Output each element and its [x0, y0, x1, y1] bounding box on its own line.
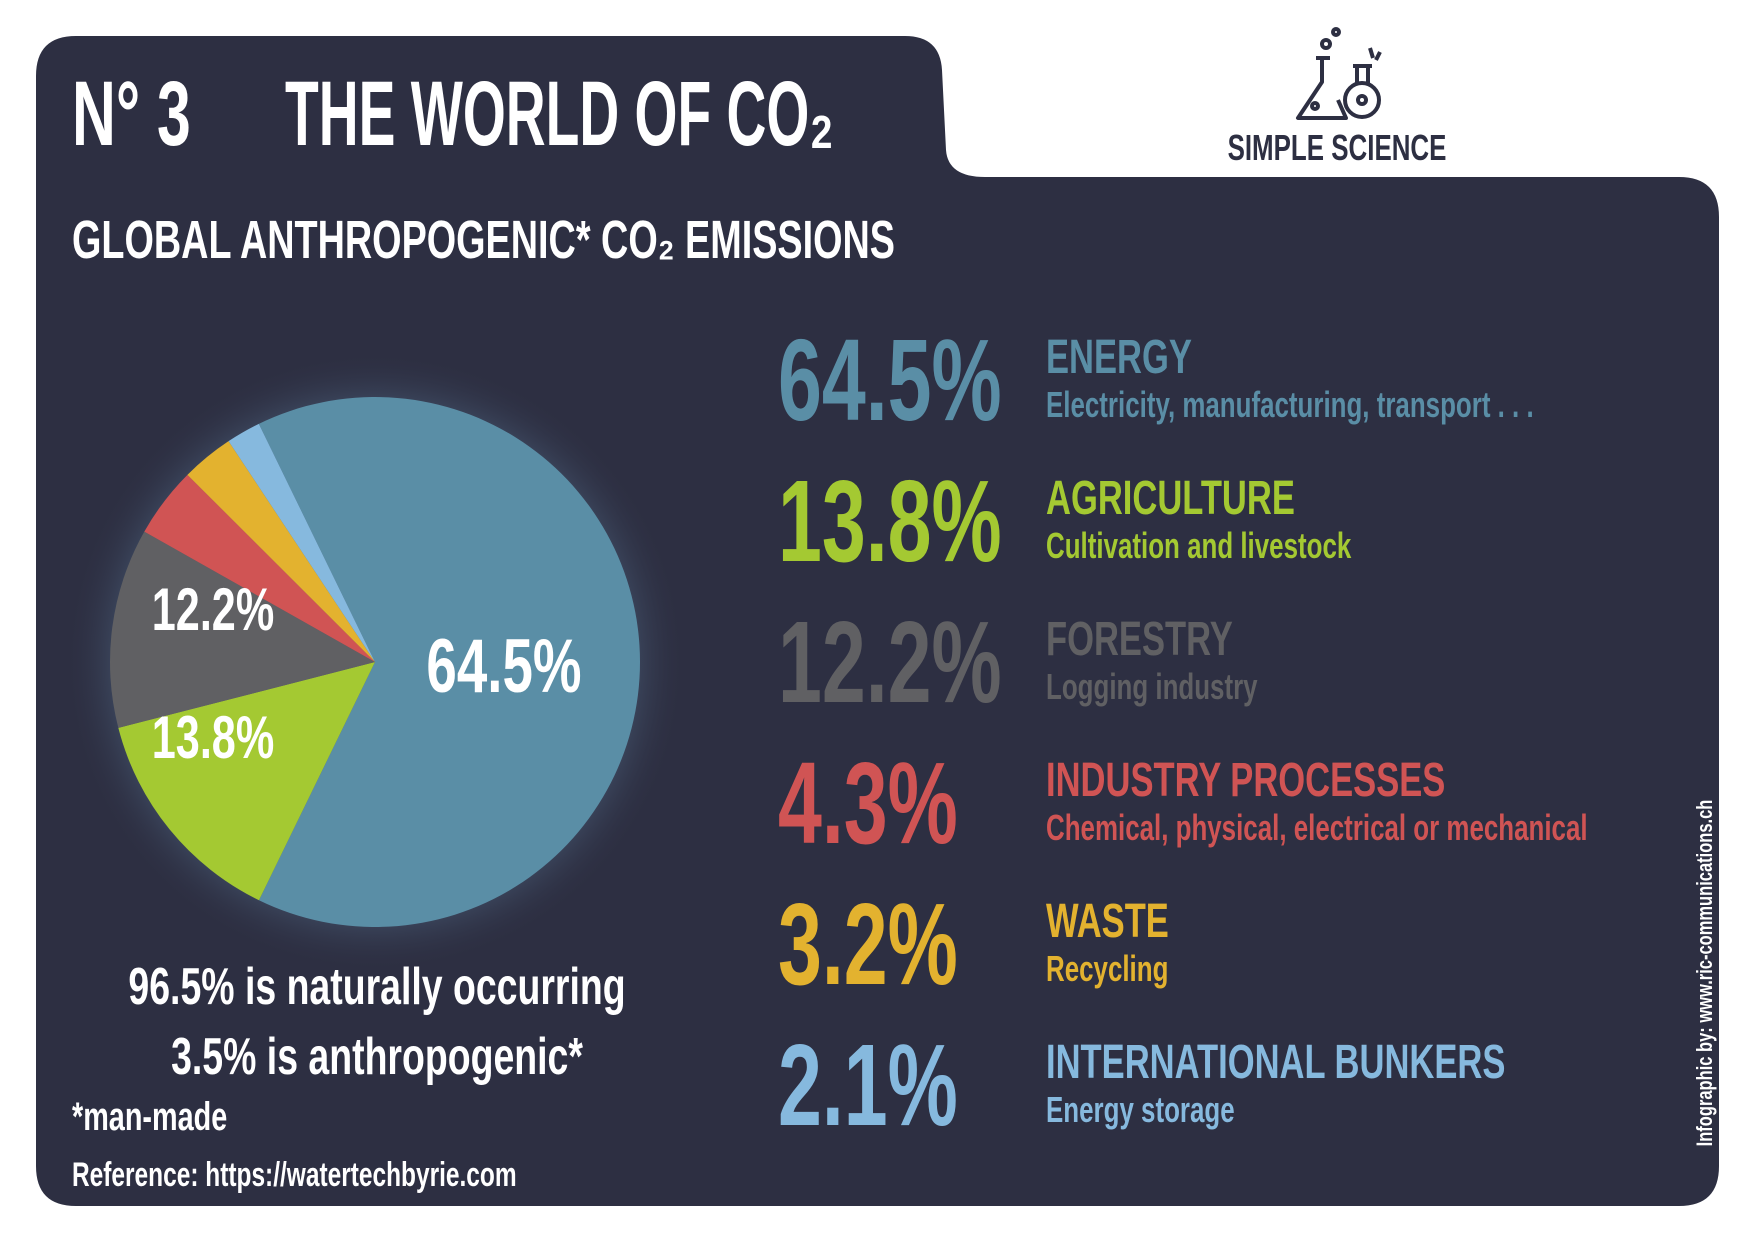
legend-value: 4.3%	[778, 739, 958, 869]
note: 3.5% is anthropogenic*	[171, 1027, 583, 1086]
legend-name: INDUSTRY PROCESSES	[1046, 752, 1445, 806]
legend-description: Electricity, manufacturing, transport . …	[1046, 385, 1534, 425]
legend-description: Cultivation and livestock	[1046, 526, 1352, 566]
legend-name: ENERGY	[1046, 329, 1192, 383]
reference: Reference: https://watertechbyrie.com	[72, 1156, 517, 1194]
pie-slice	[144, 474, 375, 662]
legend-description: Logging industry	[1046, 667, 1258, 707]
slice-label: 64.5%	[426, 624, 581, 709]
legend-value: 64.5%	[778, 316, 1002, 446]
legend-description: Recycling	[1046, 949, 1168, 989]
legend-name: AGRICULTURE	[1046, 470, 1295, 524]
credit: Infographic by: www.ric-communications.c…	[1693, 800, 1718, 1147]
legend-name: FORESTRY	[1046, 611, 1233, 665]
legend-name: WASTE	[1046, 893, 1169, 947]
note: 96.5% is naturally occurring	[128, 957, 625, 1016]
issue-number: N° 3	[72, 61, 191, 165]
legend-value: 13.8%	[778, 457, 1002, 587]
chart-title: THE WORLD OF CO₂	[285, 63, 834, 166]
pie-slice	[109, 531, 375, 728]
slice-label: 13.8%	[152, 705, 274, 772]
pie-slice	[228, 423, 375, 662]
content: N° 3 THE WORLD OF CO₂ SIMPLE SCIENCE GLOBAL…	[72, 61, 1718, 1194]
legend-name: INTERNATIONAL BUNKERS	[1046, 1034, 1505, 1088]
note: *man-made	[72, 1094, 227, 1139]
legend-value: 12.2%	[778, 598, 1002, 728]
legend-description: Energy storage	[1046, 1090, 1235, 1130]
legend-description: Chemical, physical, electrical or mechan…	[1046, 808, 1588, 848]
legend-value: 3.2%	[778, 880, 958, 1010]
chart-subtitle: GLOBAL ANTHROPOGENIC* CO₂ EMISSIONS	[72, 209, 895, 269]
pie-slice	[118, 662, 375, 901]
pie-slice	[258, 397, 640, 928]
legend-value: 2.1%	[778, 1021, 958, 1151]
slice-label: 12.2%	[152, 577, 274, 644]
brand: SIMPLE SCIENCE	[1228, 128, 1447, 168]
pie-slice	[187, 441, 375, 662]
flask-icon	[1296, 27, 1382, 120]
